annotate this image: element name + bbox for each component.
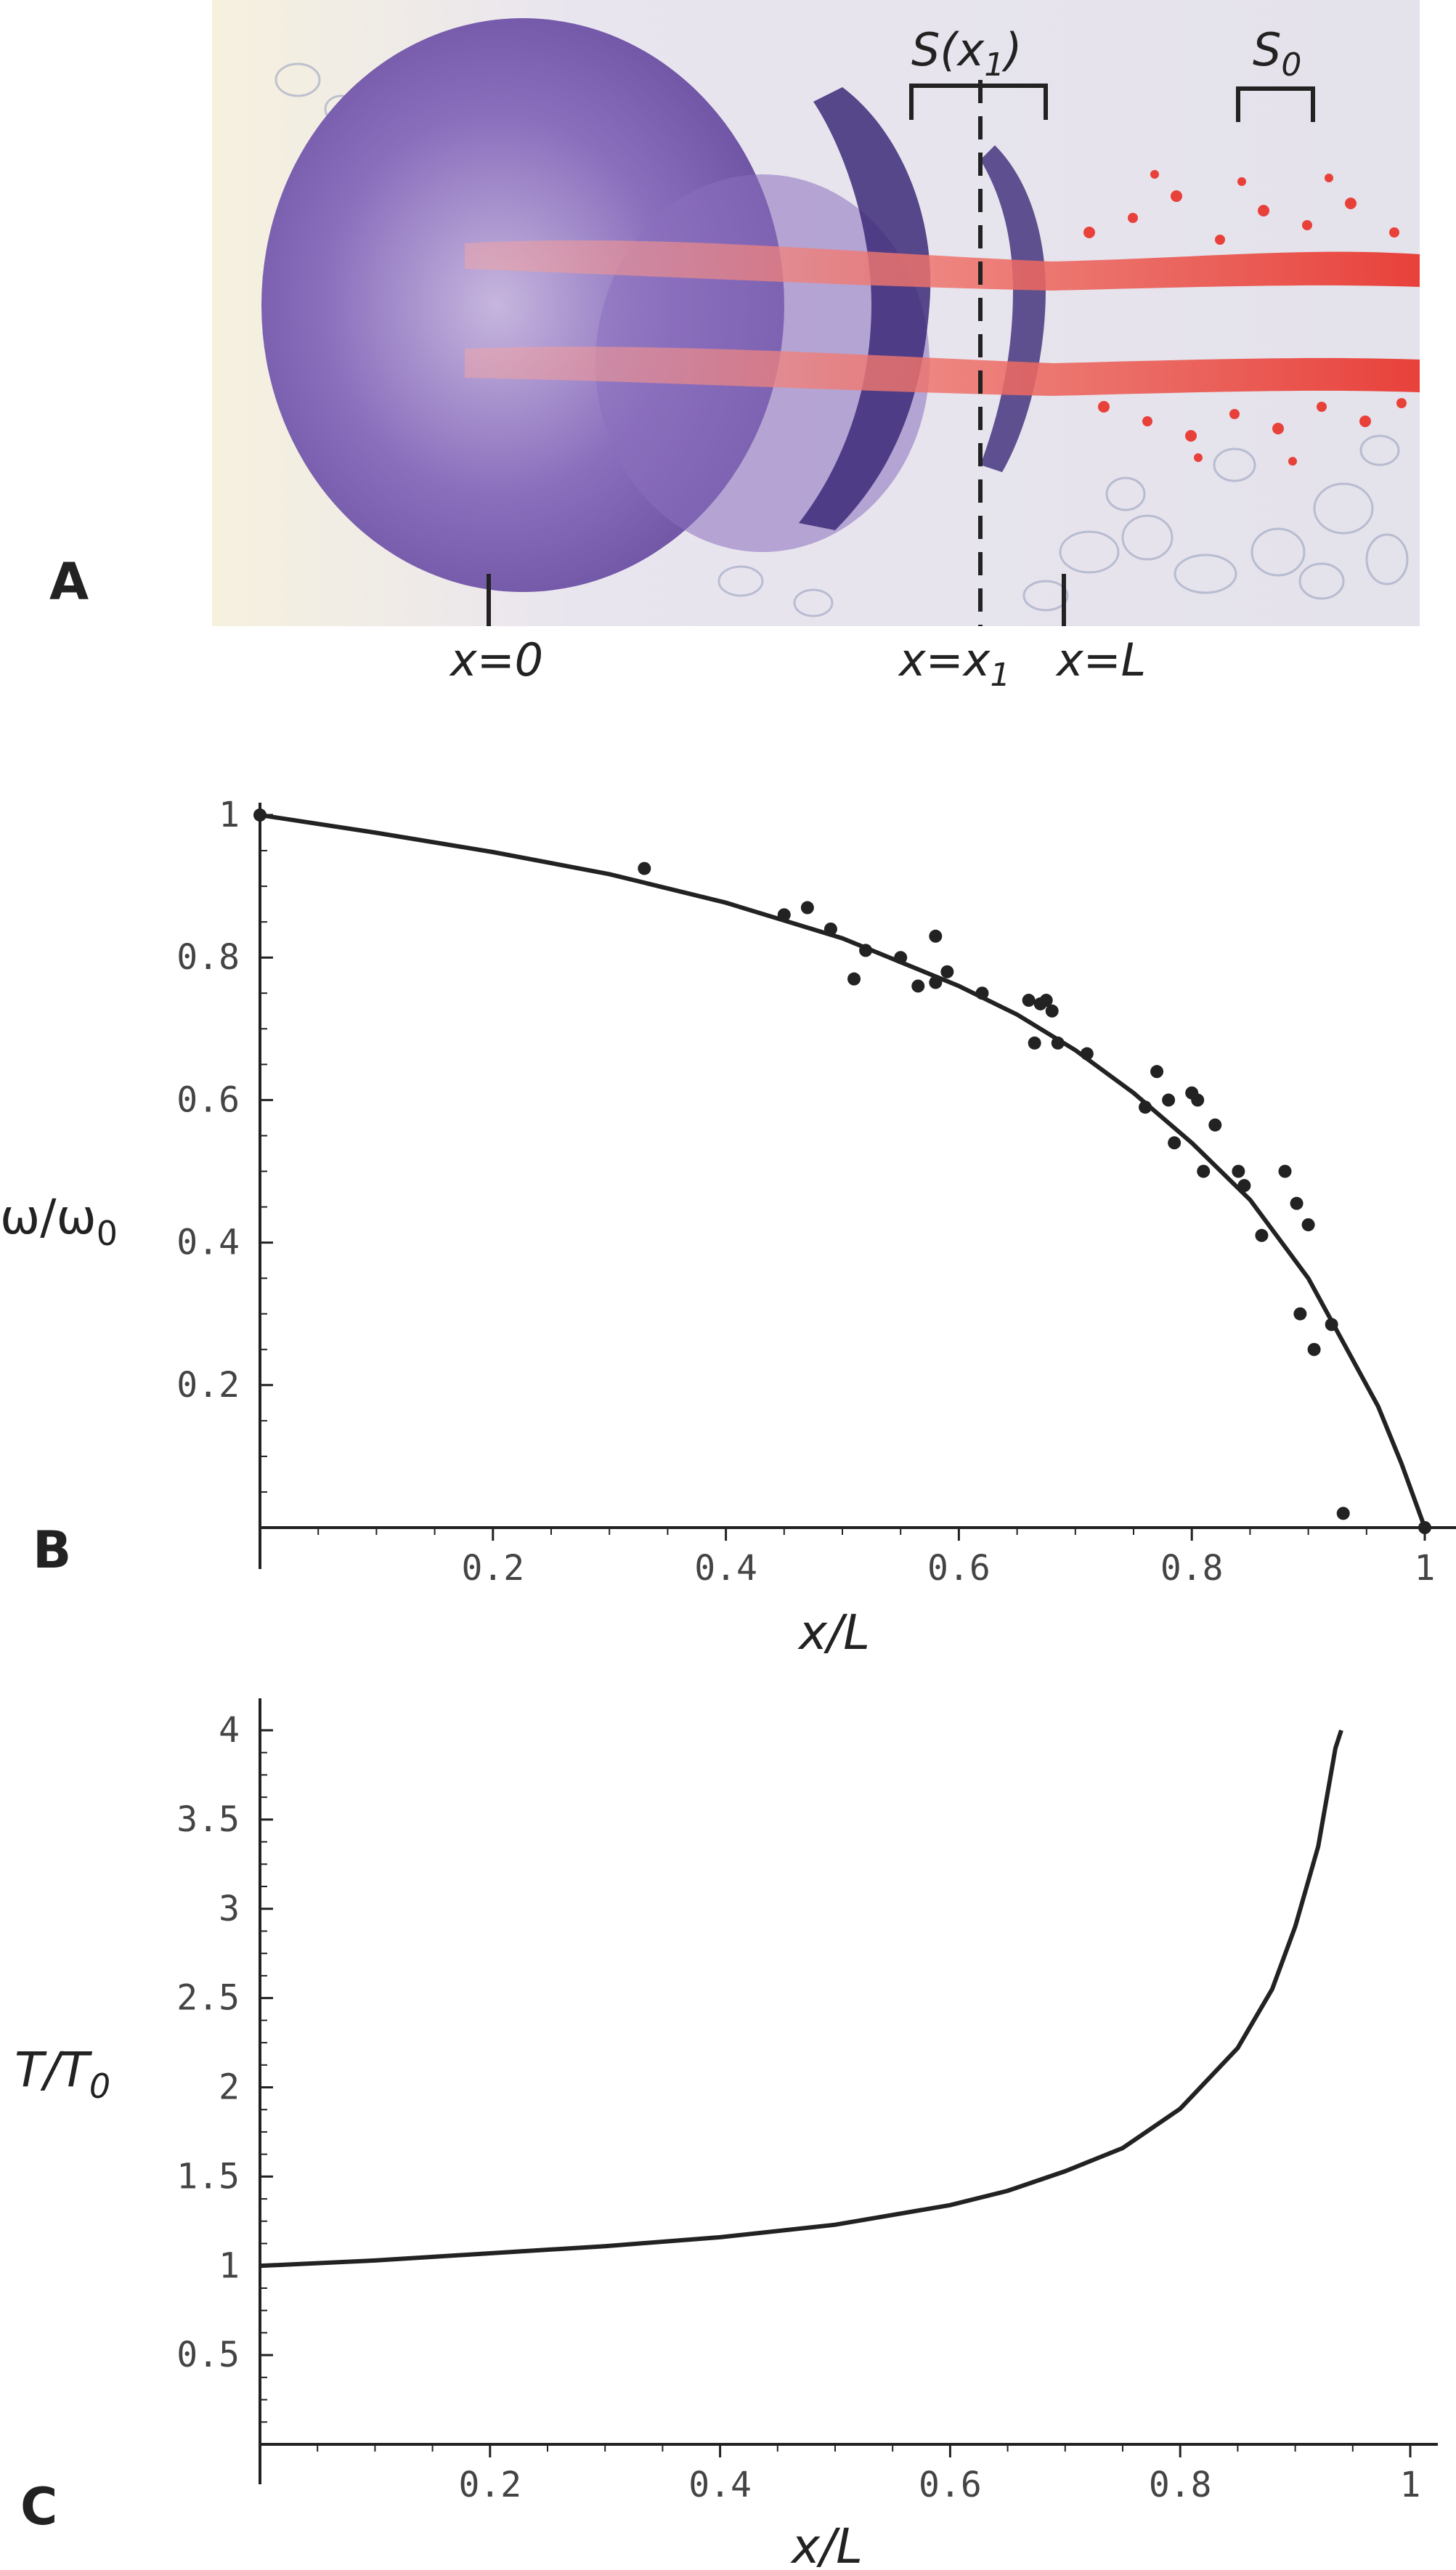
data-point — [1336, 1507, 1350, 1520]
data-point — [823, 922, 837, 936]
x-tick-label: 0.2 — [458, 2465, 521, 2505]
panel-c-ticks: 0.2 0.4 0.6 0.8 1 0.5 1 1.5 2 2.5 3 3.5 4 — [176, 1710, 1420, 2505]
y-tick-label: 0.5 — [176, 2335, 240, 2375]
data-point — [1080, 1047, 1094, 1061]
data-point — [1232, 1164, 1245, 1178]
panel-a: S(x1) S0 A x=0 x=x1 x=L — [49, 0, 1420, 694]
data-point — [638, 862, 651, 875]
data-point — [1162, 1093, 1176, 1107]
data-point — [1022, 994, 1036, 1008]
data-point — [975, 986, 989, 1000]
data-point — [1307, 1342, 1321, 1356]
data-point — [1039, 994, 1053, 1008]
x-tick-label: 0.4 — [688, 2465, 752, 2505]
data-point — [929, 976, 943, 989]
xL-label: x=L — [1055, 633, 1146, 686]
data-point — [1150, 1065, 1164, 1079]
data-point — [847, 972, 861, 986]
data-point — [929, 929, 943, 943]
panel-c: C 0.2 0.4 0.6 0.8 1 0.5 1 1.5 2 2.5 3 3.5 4 T/T0 x/L — [15, 1698, 1438, 2570]
data-point — [1168, 1136, 1182, 1150]
x0-label: x=0 — [449, 633, 543, 686]
data-point — [911, 979, 925, 993]
data-point — [1197, 1164, 1211, 1178]
background-cells — [274, 62, 1409, 617]
x-tick-label: 0.8 — [1149, 2465, 1212, 2505]
s0-bracket — [1236, 86, 1315, 122]
y-tick-label: 0.2 — [176, 1365, 240, 1406]
s-x1-bracket — [909, 84, 1048, 120]
data-point — [1045, 1004, 1059, 1018]
y-tick-label: 1 — [219, 2245, 240, 2286]
panel-c-ylabel: T/T0 — [15, 2042, 110, 2106]
panel-b-xlabel: x/L — [797, 1605, 870, 1661]
data-point — [1418, 1521, 1431, 1534]
data-point — [1208, 1118, 1222, 1132]
panel-b-curve-group — [259, 813, 1427, 1529]
s-x1-label: S(x1) — [911, 23, 1022, 84]
fit-curve — [259, 813, 1427, 1529]
y-tick-label: 3.5 — [176, 1799, 240, 1840]
x-tick-label: 0.6 — [919, 2465, 982, 2505]
y-tick-label: 0.8 — [176, 937, 240, 978]
x-tick-label: 0.4 — [694, 1548, 757, 1589]
data-point — [253, 808, 267, 822]
x-tick-label: 0.2 — [461, 1548, 524, 1589]
data-point — [1255, 1228, 1269, 1242]
y-tick-label: 0.4 — [176, 1223, 240, 1263]
s0-label: S0 — [1253, 23, 1301, 84]
data-point — [1139, 1100, 1152, 1114]
data-point — [1191, 1093, 1205, 1107]
y-tick-label: 1.5 — [176, 2156, 240, 2197]
data-point — [1237, 1179, 1251, 1193]
y-tick-label: 2.5 — [176, 1978, 240, 2019]
data-point — [777, 908, 791, 922]
y-tick-label: 4 — [219, 1710, 240, 1751]
data-point — [1278, 1164, 1292, 1178]
red-speckles — [1083, 170, 1407, 466]
panel-b-letter: B — [33, 1520, 71, 1580]
panel-c-xlabel: x/L — [790, 2518, 863, 2570]
x-tick-label: 0.6 — [927, 1548, 991, 1589]
x-tick-label: 1 — [1400, 2465, 1421, 2505]
y-tick-label: 1 — [219, 795, 240, 835]
data-point — [1028, 1036, 1041, 1050]
panel-c-letter: C — [20, 2477, 57, 2537]
panel-b-ticks: 0.2 0.4 0.6 0.8 1 0.2 0.4 0.6 0.8 1 — [176, 795, 1435, 1589]
x-tick-label: 0.8 — [1160, 1548, 1224, 1589]
x-tick-label: 1 — [1415, 1548, 1436, 1589]
data-point — [894, 951, 908, 965]
y-tick-label: 3 — [219, 1889, 240, 1929]
fit-curve — [259, 1730, 1343, 2269]
panel-b-points-group — [253, 808, 1431, 1534]
y-tick-label: 0.6 — [176, 1079, 240, 1120]
somite-band-1 — [799, 87, 931, 530]
red-stripe-upper — [465, 240, 1420, 291]
panel-b-ylabel: ω/ω0 — [0, 1189, 118, 1253]
data-point — [940, 965, 954, 978]
data-point — [1325, 1318, 1338, 1331]
data-point — [1051, 1036, 1065, 1050]
data-point — [800, 901, 814, 915]
data-point — [1293, 1307, 1307, 1321]
data-point — [1301, 1218, 1315, 1232]
panel-b: B 0.2 0.4 0.6 0.8 1 0.2 0.4 0.6 0.8 1 ω/ω0 x/L — [0, 795, 1456, 1661]
y-tick-label: 2 — [219, 2067, 240, 2108]
data-point — [859, 944, 873, 957]
x1-label: x=x1 — [898, 633, 1010, 694]
panel-c-curve-group — [259, 1730, 1343, 2269]
red-stripe-lower — [465, 346, 1420, 396]
panel-a-letter: A — [49, 552, 89, 612]
data-point — [1290, 1196, 1304, 1210]
